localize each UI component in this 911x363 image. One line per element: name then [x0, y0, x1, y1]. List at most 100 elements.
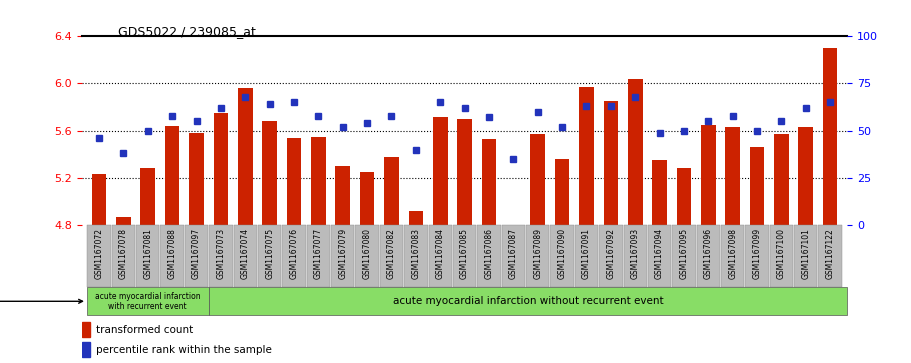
- Text: GSM1167122: GSM1167122: [825, 228, 834, 279]
- Bar: [628, 79, 642, 225]
- FancyBboxPatch shape: [770, 225, 793, 287]
- FancyBboxPatch shape: [210, 225, 232, 287]
- Text: GSM1167078: GSM1167078: [119, 228, 128, 279]
- FancyBboxPatch shape: [136, 225, 159, 287]
- FancyBboxPatch shape: [355, 225, 379, 287]
- Bar: [823, 48, 837, 225]
- Bar: [360, 172, 374, 225]
- Bar: [433, 117, 447, 225]
- FancyBboxPatch shape: [648, 225, 671, 287]
- Text: GSM1167080: GSM1167080: [363, 228, 372, 279]
- Text: GSM1167097: GSM1167097: [192, 228, 201, 279]
- FancyBboxPatch shape: [453, 225, 476, 287]
- FancyBboxPatch shape: [721, 225, 744, 287]
- Text: GSM1167081: GSM1167081: [143, 228, 152, 279]
- FancyBboxPatch shape: [697, 225, 720, 287]
- Text: GSM1167084: GSM1167084: [435, 228, 445, 279]
- FancyBboxPatch shape: [87, 287, 209, 315]
- Text: GSM1167095: GSM1167095: [680, 228, 689, 279]
- FancyBboxPatch shape: [233, 225, 257, 287]
- Bar: [189, 133, 204, 225]
- Text: GSM1167093: GSM1167093: [630, 228, 640, 279]
- Bar: [140, 168, 155, 225]
- Text: GSM1167072: GSM1167072: [95, 228, 104, 279]
- FancyBboxPatch shape: [209, 287, 847, 315]
- Bar: [750, 147, 764, 225]
- Text: GSM1167101: GSM1167101: [802, 228, 810, 279]
- Bar: [335, 166, 350, 225]
- FancyBboxPatch shape: [502, 225, 525, 287]
- Text: GSM1167082: GSM1167082: [387, 228, 396, 279]
- Bar: [603, 101, 619, 225]
- FancyBboxPatch shape: [672, 225, 696, 287]
- Text: GSM1167089: GSM1167089: [533, 228, 542, 279]
- Text: GSM1167083: GSM1167083: [412, 228, 420, 279]
- Bar: [530, 134, 545, 225]
- FancyBboxPatch shape: [331, 225, 354, 287]
- Text: GSM1167096: GSM1167096: [704, 228, 712, 279]
- Text: GSM1167074: GSM1167074: [241, 228, 250, 279]
- Text: GSM1167088: GSM1167088: [168, 228, 177, 279]
- Bar: [384, 157, 399, 225]
- Text: GSM1167087: GSM1167087: [509, 228, 517, 279]
- FancyBboxPatch shape: [794, 225, 817, 287]
- FancyBboxPatch shape: [380, 225, 404, 287]
- FancyBboxPatch shape: [745, 225, 769, 287]
- Bar: [798, 127, 814, 225]
- Bar: [116, 217, 131, 225]
- Bar: [408, 211, 424, 225]
- Text: GSM1167090: GSM1167090: [558, 228, 567, 279]
- FancyBboxPatch shape: [428, 225, 452, 287]
- Text: GSM1167086: GSM1167086: [485, 228, 494, 279]
- Text: GSM1167085: GSM1167085: [460, 228, 469, 279]
- FancyBboxPatch shape: [575, 225, 599, 287]
- Text: GSM1167073: GSM1167073: [217, 228, 225, 279]
- Text: GSM1167076: GSM1167076: [290, 228, 299, 279]
- Text: GSM1167075: GSM1167075: [265, 228, 274, 279]
- Bar: [262, 121, 277, 225]
- FancyBboxPatch shape: [307, 225, 330, 287]
- FancyBboxPatch shape: [526, 225, 549, 287]
- FancyBboxPatch shape: [623, 225, 647, 287]
- FancyBboxPatch shape: [404, 225, 427, 287]
- Text: transformed count: transformed count: [96, 325, 193, 335]
- Text: GDS5022 / 239085_at: GDS5022 / 239085_at: [118, 25, 256, 38]
- Bar: [287, 138, 302, 225]
- Bar: [92, 174, 107, 225]
- Bar: [82, 322, 90, 338]
- Bar: [579, 87, 594, 225]
- FancyBboxPatch shape: [160, 225, 184, 287]
- FancyBboxPatch shape: [112, 225, 135, 287]
- FancyBboxPatch shape: [185, 225, 209, 287]
- Text: GSM1167092: GSM1167092: [607, 228, 615, 279]
- Text: GSM1167079: GSM1167079: [338, 228, 347, 279]
- FancyBboxPatch shape: [258, 225, 281, 287]
- Bar: [725, 127, 740, 225]
- Text: GSM1167094: GSM1167094: [655, 228, 664, 279]
- Bar: [482, 139, 496, 225]
- FancyBboxPatch shape: [87, 225, 111, 287]
- Text: GSM1167091: GSM1167091: [582, 228, 591, 279]
- FancyBboxPatch shape: [550, 225, 574, 287]
- Bar: [165, 126, 179, 225]
- Bar: [555, 159, 569, 225]
- Bar: [457, 119, 472, 225]
- Text: percentile rank within the sample: percentile rank within the sample: [96, 345, 271, 355]
- Bar: [213, 113, 229, 225]
- Bar: [311, 136, 326, 225]
- Bar: [238, 88, 252, 225]
- Bar: [82, 342, 90, 357]
- Bar: [701, 125, 716, 225]
- Text: disease state: disease state: [0, 296, 83, 306]
- Bar: [506, 225, 521, 241]
- FancyBboxPatch shape: [282, 225, 306, 287]
- Bar: [652, 160, 667, 225]
- FancyBboxPatch shape: [599, 225, 622, 287]
- Text: GSM1167098: GSM1167098: [728, 228, 737, 279]
- FancyBboxPatch shape: [818, 225, 842, 287]
- Text: GSM1167100: GSM1167100: [777, 228, 786, 279]
- Bar: [677, 168, 691, 225]
- Text: acute myocardial infarction without recurrent event: acute myocardial infarction without recu…: [393, 296, 663, 306]
- Text: GSM1167077: GSM1167077: [314, 228, 322, 279]
- FancyBboxPatch shape: [477, 225, 501, 287]
